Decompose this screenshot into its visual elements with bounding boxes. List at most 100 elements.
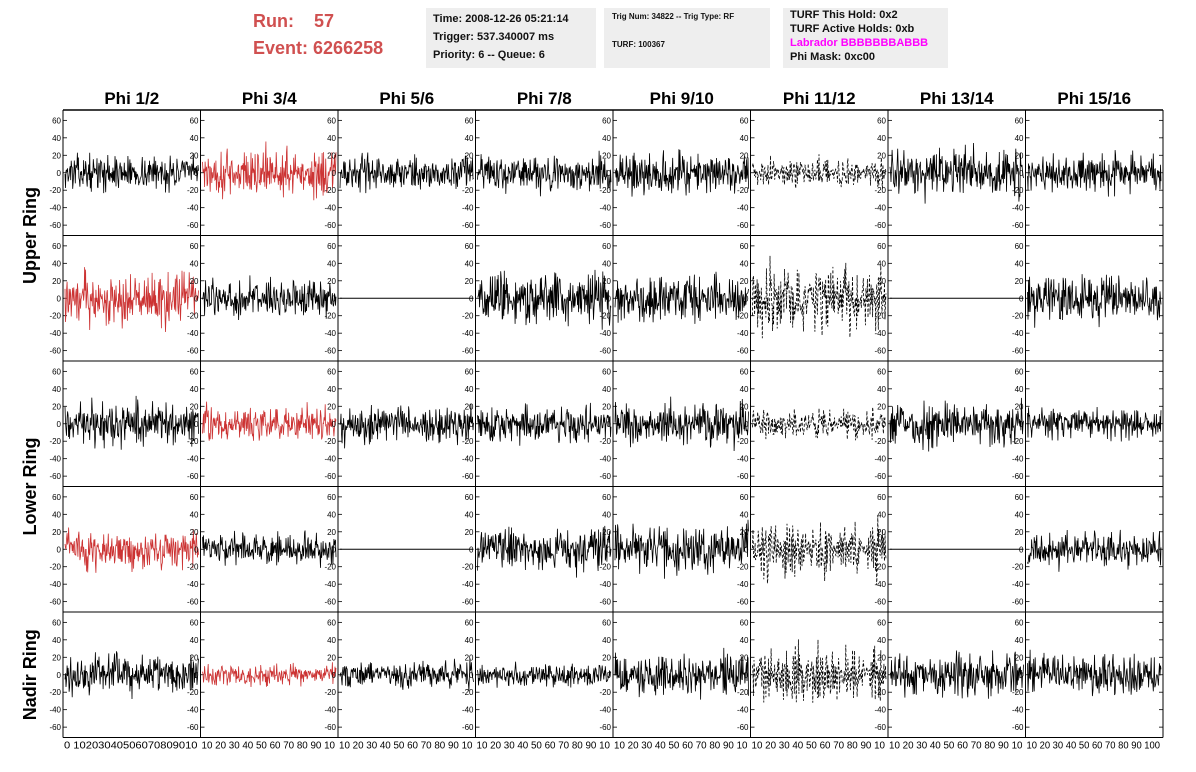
y-tick-label: -40	[874, 455, 886, 464]
y-tick-label: -60	[49, 598, 61, 607]
y-tick-label: 0	[882, 545, 887, 554]
waveform-panel: 60 40 20 0 -20 -40 -60	[462, 116, 612, 230]
y-tick-label: -60	[187, 347, 199, 356]
y-tick-label: 20	[602, 277, 611, 286]
waveform-panel: 60 40 20 0 -20 -40 -60	[187, 242, 337, 356]
column-header: Phi 3/4	[242, 89, 297, 108]
waveform-trace	[1027, 649, 1162, 697]
y-tick-label: 20	[877, 653, 886, 662]
y-tick-label: 60	[740, 493, 749, 502]
waveform-panel: 60 40 20 0 -20 -40 -60	[324, 493, 474, 607]
y-tick-label: 0	[194, 294, 199, 303]
y-tick-label: 40	[190, 636, 199, 645]
y-tick-label: 0	[332, 169, 337, 178]
y-tick-label: -60	[324, 472, 336, 481]
y-tick-label: -60	[49, 723, 61, 732]
waveform-panel: 60 40 20 0 -20 -40 -60	[874, 116, 1024, 230]
y-tick-label: 0	[607, 169, 612, 178]
y-tick-label: 40	[740, 385, 749, 394]
y-tick-label: 20	[740, 653, 749, 662]
y-tick-label: 60	[602, 367, 611, 376]
column-header: Phi 11/12	[783, 89, 856, 108]
y-tick-label: 40	[602, 134, 611, 143]
y-tick-label: 20	[465, 653, 474, 662]
y-tick-label: 60	[327, 493, 336, 502]
waveform-panel: 60 40 20 0 -20 -40 -60	[737, 618, 887, 732]
waveform-trace	[752, 154, 887, 189]
waveform-panel: 60 40 20 0 -20 -40 -60	[49, 116, 199, 230]
y-tick-label: -40	[874, 204, 886, 213]
waveform-trace	[202, 141, 337, 201]
y-tick-label: -60	[599, 472, 611, 481]
trig-num-text: Trig Num: 34822 -- Trig Type: RF	[612, 12, 735, 21]
y-tick-label: -60	[737, 472, 749, 481]
y-tick-label: -60	[462, 598, 474, 607]
y-tick-label: 40	[190, 510, 199, 519]
y-tick-label: 40	[327, 385, 336, 394]
y-tick-label: 20	[1015, 653, 1024, 662]
y-tick-label: 0	[744, 671, 749, 680]
waveform-panel: 60 40 20 0 -20 -40 -60	[462, 493, 612, 607]
y-tick-label: 40	[327, 510, 336, 519]
waveform-trace	[202, 662, 337, 688]
y-tick-label: -40	[462, 329, 474, 338]
y-tick-label: 0	[1019, 169, 1024, 178]
y-tick-label: 0	[57, 169, 62, 178]
y-tick-label: 60	[877, 116, 886, 125]
y-tick-label: 20	[877, 528, 886, 537]
waveform-trace	[752, 639, 887, 703]
y-tick-label: -60	[737, 347, 749, 356]
y-tick-label: 0	[469, 420, 474, 429]
y-tick-label: 0	[57, 671, 62, 680]
waveform-trace	[339, 152, 474, 194]
waveform-panel: 60 40 20 0 -20 -40 -60	[1012, 493, 1163, 607]
y-tick-label: -20	[324, 688, 336, 697]
y-tick-label: 60	[1015, 242, 1024, 251]
waveform-trace	[752, 255, 887, 339]
y-tick-label: 0	[194, 420, 199, 429]
y-tick-label: 20	[52, 653, 61, 662]
y-tick-label: -40	[187, 204, 199, 213]
y-tick-label: 60	[1015, 116, 1024, 125]
y-tick-label: -60	[737, 723, 749, 732]
waveform-trace	[1027, 150, 1162, 197]
y-tick-label: -20	[1012, 688, 1024, 697]
waveform-panel: 60 40 20 0 -20 -40 -60	[874, 493, 1024, 607]
y-tick-label: -20	[187, 186, 199, 195]
y-tick-label: 20	[190, 528, 199, 537]
y-tick-label: -20	[324, 186, 336, 195]
y-tick-label: 20	[52, 151, 61, 160]
x-tick-label: 10 20 30 40 50 60 70 80 90 10	[339, 741, 473, 752]
waveform-trace	[752, 515, 887, 586]
y-tick-label: 40	[1015, 636, 1024, 645]
x-tick-label: 10 20 30 40 50 60 70 80 90 10	[614, 741, 748, 752]
y-tick-label: -40	[737, 455, 749, 464]
waveform-trace	[477, 269, 612, 330]
y-tick-label: -60	[324, 723, 336, 732]
waveform-panel: 60 40 20 0 -20 -40 -60	[462, 242, 612, 356]
y-tick-label: -40	[49, 580, 61, 589]
y-tick-label: 20	[1015, 528, 1024, 537]
waveform-panel: 60 40 20 0 -20 -40 -60	[737, 493, 887, 607]
y-tick-label: 20	[1015, 277, 1024, 286]
time-info-box: Time: 2008-12-26 05:21:14 Trigger: 537.3…	[426, 8, 596, 68]
waveform-trace	[614, 271, 749, 324]
y-tick-label: -40	[599, 455, 611, 464]
y-tick-label: -20	[187, 312, 199, 321]
y-tick-label: 20	[327, 653, 336, 662]
y-tick-label: 20	[52, 277, 61, 286]
trigger-info-box: Trig Num: 34822 -- Trig Type: RF TURF: 1…	[604, 8, 770, 68]
y-tick-label: -40	[187, 580, 199, 589]
y-tick-label: 0	[194, 169, 199, 178]
y-tick-label: -60	[324, 221, 336, 230]
y-tick-label: -40	[49, 204, 61, 213]
y-tick-label: 60	[740, 618, 749, 627]
y-tick-label: 60	[740, 116, 749, 125]
y-tick-label: 0	[607, 294, 612, 303]
y-tick-label: -60	[49, 472, 61, 481]
waveform-trace	[64, 152, 199, 194]
y-tick-label: -60	[599, 347, 611, 356]
waveform-panel: 60 40 20 0 -20 -40 -60	[324, 367, 474, 481]
waveform-panel: 60 40 20 0 -20 -40 -60	[324, 618, 474, 732]
